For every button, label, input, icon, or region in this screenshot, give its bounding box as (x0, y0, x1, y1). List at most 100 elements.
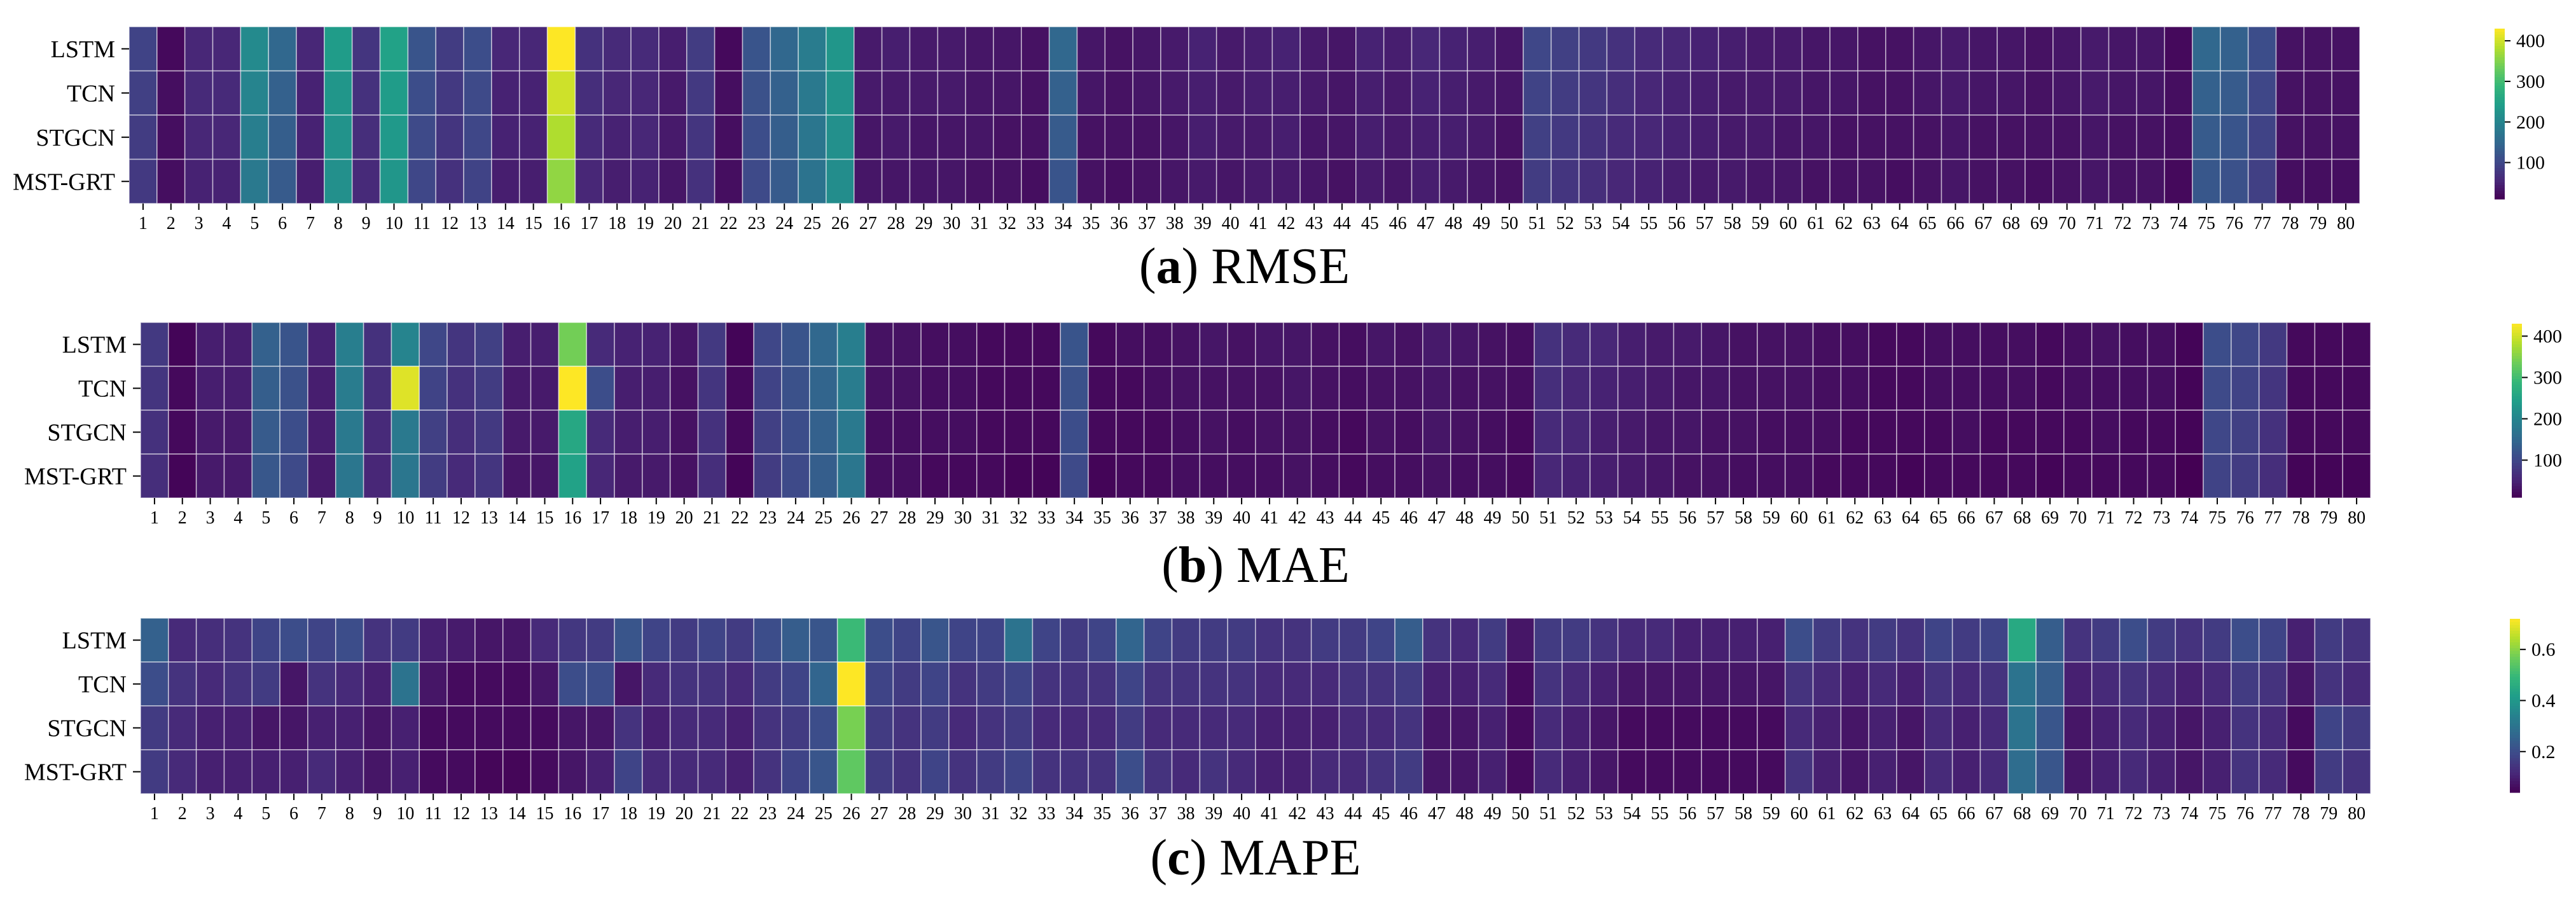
heatmap-cell (419, 618, 448, 663)
heatmap-cell (781, 366, 810, 411)
heatmap-cell (2052, 158, 2082, 204)
colorbar-segment (2510, 786, 2520, 791)
colorbar-segment (2512, 425, 2522, 429)
heatmap-cell (1310, 410, 1340, 455)
heatmap-cell (993, 70, 1022, 116)
col-label: 30 (954, 508, 972, 528)
heatmap-cell (140, 410, 169, 455)
heatmap-cell (447, 453, 476, 499)
heatmap-cell (2119, 618, 2149, 663)
col-label: 57 (1696, 214, 1714, 233)
heatmap-cell (574, 158, 604, 204)
heatmap-cell (1951, 705, 1981, 750)
heatmap-cell (1116, 749, 1145, 794)
col-label: 41 (1261, 804, 1278, 824)
heatmap-cell (1243, 26, 1273, 72)
heatmap-cell (1227, 453, 1256, 499)
colorbar-segment (2512, 399, 2522, 403)
heatmap-cell (1478, 410, 1507, 455)
heatmap-cell (128, 158, 158, 204)
heatmap-cell (1673, 366, 1703, 411)
heatmap-cell (1784, 410, 1814, 455)
heatmap-cell (251, 453, 280, 499)
heatmap-cell (1116, 705, 1145, 750)
colorbar-segment (2512, 332, 2522, 336)
col-label: 62 (1846, 804, 1864, 824)
heatmap-cell (2025, 26, 2054, 72)
col-label: 35 (1082, 214, 1100, 233)
heatmap-cell (725, 705, 754, 750)
col-label: 25 (815, 508, 833, 528)
heatmap-cell (447, 322, 476, 367)
heatmap-cell (1562, 410, 1591, 455)
heatmap-cell (630, 158, 660, 204)
heatmap-cell (948, 618, 978, 663)
heatmap-cell (836, 705, 866, 750)
heatmap-cell (1060, 322, 1089, 367)
col-label: 63 (1863, 214, 1881, 233)
col-label: 68 (2013, 508, 2031, 528)
col-label: 9 (362, 214, 371, 233)
heatmap-cell (742, 70, 772, 116)
colorbar-segment (2510, 743, 2520, 747)
col-label: 26 (831, 214, 849, 233)
heatmap-cell (669, 410, 699, 455)
col-label: 1 (150, 508, 159, 528)
colorbar-segment (2512, 364, 2522, 368)
heatmap-cell (324, 114, 353, 160)
row-label: TCN (78, 672, 127, 698)
heatmap-cell (630, 26, 660, 72)
heatmap-cell (1048, 114, 1078, 160)
colorbar-segment (2512, 453, 2522, 457)
heatmap-cell (1032, 366, 1062, 411)
col-label: 37 (1138, 214, 1156, 233)
heatmap-cell (1506, 410, 1535, 455)
col-label: 14 (508, 508, 526, 528)
heatmap-cell (1143, 661, 1173, 707)
heatmap-cell (1784, 322, 1814, 367)
heatmap-cell (407, 114, 437, 160)
heatmap-cell (223, 749, 253, 794)
heatmap-cell (881, 70, 911, 116)
heatmap-cell (1896, 410, 1925, 455)
col-label: 5 (250, 214, 259, 233)
colorbar-segment (2512, 419, 2522, 423)
heatmap-cell (1784, 618, 1814, 663)
heatmap-cell (1951, 322, 1981, 367)
heatmap-cell (474, 618, 504, 663)
col-label: 11 (413, 214, 431, 233)
col-label: 13 (480, 804, 498, 824)
heatmap-cell (1383, 114, 1413, 160)
col-label: 8 (345, 804, 354, 824)
heatmap-cell (1617, 661, 1647, 707)
heatmap-cell (1868, 618, 1897, 663)
col-label: 57 (1707, 804, 1724, 824)
heatmap-cell (864, 410, 894, 455)
heatmap-cell (407, 26, 437, 72)
colorbar-segment (2495, 173, 2505, 177)
heatmap-cell (1255, 366, 1284, 411)
heatmap-cell (1271, 114, 1301, 160)
heatmap-cell (184, 26, 214, 72)
colorbar-segment (2495, 29, 2505, 32)
colorbar-segment (2510, 708, 2520, 712)
heatmap-cell (614, 661, 643, 707)
heatmap-cell (1885, 26, 1915, 72)
colorbar-segment (2510, 691, 2520, 694)
heatmap-cell (1589, 661, 1619, 707)
heatmap-cell (530, 366, 560, 411)
heatmap-cell (168, 366, 197, 411)
colorbar-segment (2495, 71, 2505, 75)
col-label: 48 (1456, 804, 1474, 824)
heatmap-cell (279, 705, 308, 750)
heatmap-cell (1868, 705, 1897, 750)
heatmap-cell (1534, 410, 1563, 455)
heatmap-cell (379, 70, 409, 116)
heatmap-cell (1366, 749, 1395, 794)
heatmap-cell (1717, 158, 1747, 204)
heatmap-cell (1411, 114, 1441, 160)
heatmap-cell (742, 158, 772, 204)
heatmap-cell (1227, 366, 1256, 411)
heatmap-cell (1662, 158, 1691, 204)
heatmap-cell (2286, 618, 2316, 663)
